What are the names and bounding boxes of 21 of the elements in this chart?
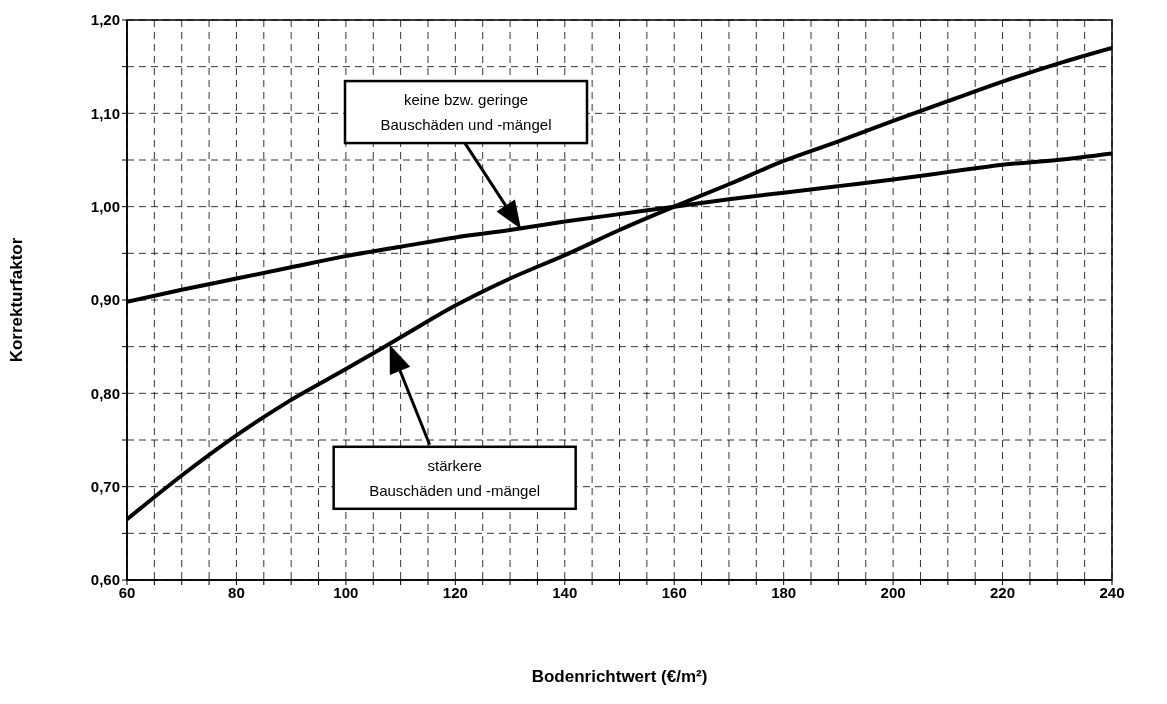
y-axis-title: Korrekturfaktor (7, 237, 27, 363)
x-tick-label: 160 (661, 583, 687, 601)
y-tick-label: 0,60 (90, 571, 120, 589)
x-tick-label: 80 (228, 583, 245, 601)
y-tick-label: 1,10 (90, 104, 120, 122)
x-tick-label: 140 (552, 583, 578, 601)
x-tick-label: 180 (771, 583, 797, 601)
x-tick-label: 240 (1099, 583, 1125, 601)
x-tick-label: 120 (442, 583, 468, 601)
y-tick-label: 0,90 (90, 291, 120, 309)
y-tick-label: 0,80 (90, 384, 120, 402)
y-tick-label: 1,20 (90, 11, 120, 29)
annotation: keine bzw. geringe Bauschäden und -mängel (380, 91, 552, 134)
y-tick-label: 0,70 (90, 477, 120, 495)
y-tick-label: 1,00 (90, 197, 120, 215)
annotation: stärkere Bauschäden und -mängel (369, 456, 541, 499)
x-axis-title: Bodenrichtwert (€/m²) (531, 667, 708, 686)
x-tick-label: 60 (118, 583, 136, 601)
x-tick-label: 100 (333, 583, 359, 601)
x-tick-label: 220 (990, 583, 1016, 601)
x-tick-label: 200 (880, 583, 906, 601)
